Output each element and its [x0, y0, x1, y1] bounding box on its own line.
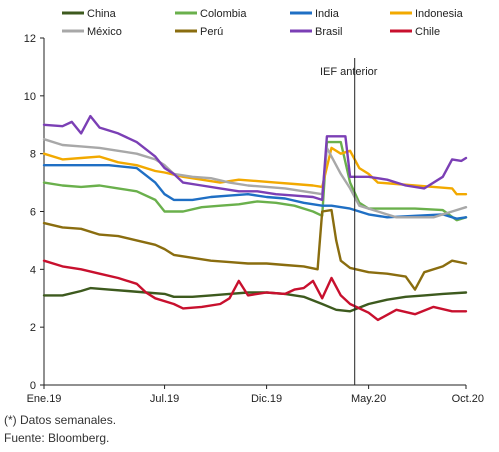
y-tick-label: 0: [30, 380, 36, 392]
legend-label: México: [87, 26, 122, 38]
series-layer: [42, 114, 468, 322]
x-tick-label: Jul.19: [150, 393, 179, 405]
series-line-chile: [42, 259, 468, 322]
x-tick-label: Oct.20: [452, 393, 484, 405]
series-line-peru: [42, 208, 468, 291]
footnote-source: Fuente: Bloomberg.: [4, 431, 110, 445]
legend-label: Brasil: [315, 26, 343, 38]
y-tick-label: 8: [30, 149, 36, 161]
legend: China Colombia India Indonesia México Perú Bra…: [62, 8, 464, 38]
y-tick-label: 2: [30, 322, 36, 334]
legend-label: Indonesia: [415, 8, 464, 20]
series-line-mexico: [42, 138, 468, 219]
footnote-weekly-data: (*) Datos semanales.: [4, 413, 117, 427]
y-tick-label: 4: [30, 264, 36, 276]
y-tick-label: 12: [24, 33, 36, 45]
legend-label: Colombia: [200, 8, 247, 20]
legend-label: China: [87, 8, 117, 20]
series-line-brasil: [42, 114, 468, 202]
x-tick-label: Ene.19: [27, 393, 62, 405]
legend-label: India: [315, 8, 340, 20]
axes: 0 2 4 6 8 10 12 Ene.19 Jul.19 Dic.19 May.20 Oct.20: [24, 33, 484, 405]
x-tick-label: May.20: [351, 393, 386, 405]
series-line-colombia: [42, 140, 468, 222]
legend-label: Perú: [200, 26, 223, 38]
legend-label: Chile: [415, 26, 440, 38]
y-tick-label: 6: [30, 207, 36, 219]
line-chart: China Colombia India Indonesia México Perú Bra…: [24, 8, 484, 405]
annotation-layer: IEF anterior: [320, 58, 378, 385]
y-tick-label: 10: [24, 91, 36, 103]
series-line-china: [42, 286, 468, 313]
x-tick-label: Dic.19: [251, 393, 282, 405]
annotation-label: IEF anterior: [320, 66, 378, 78]
